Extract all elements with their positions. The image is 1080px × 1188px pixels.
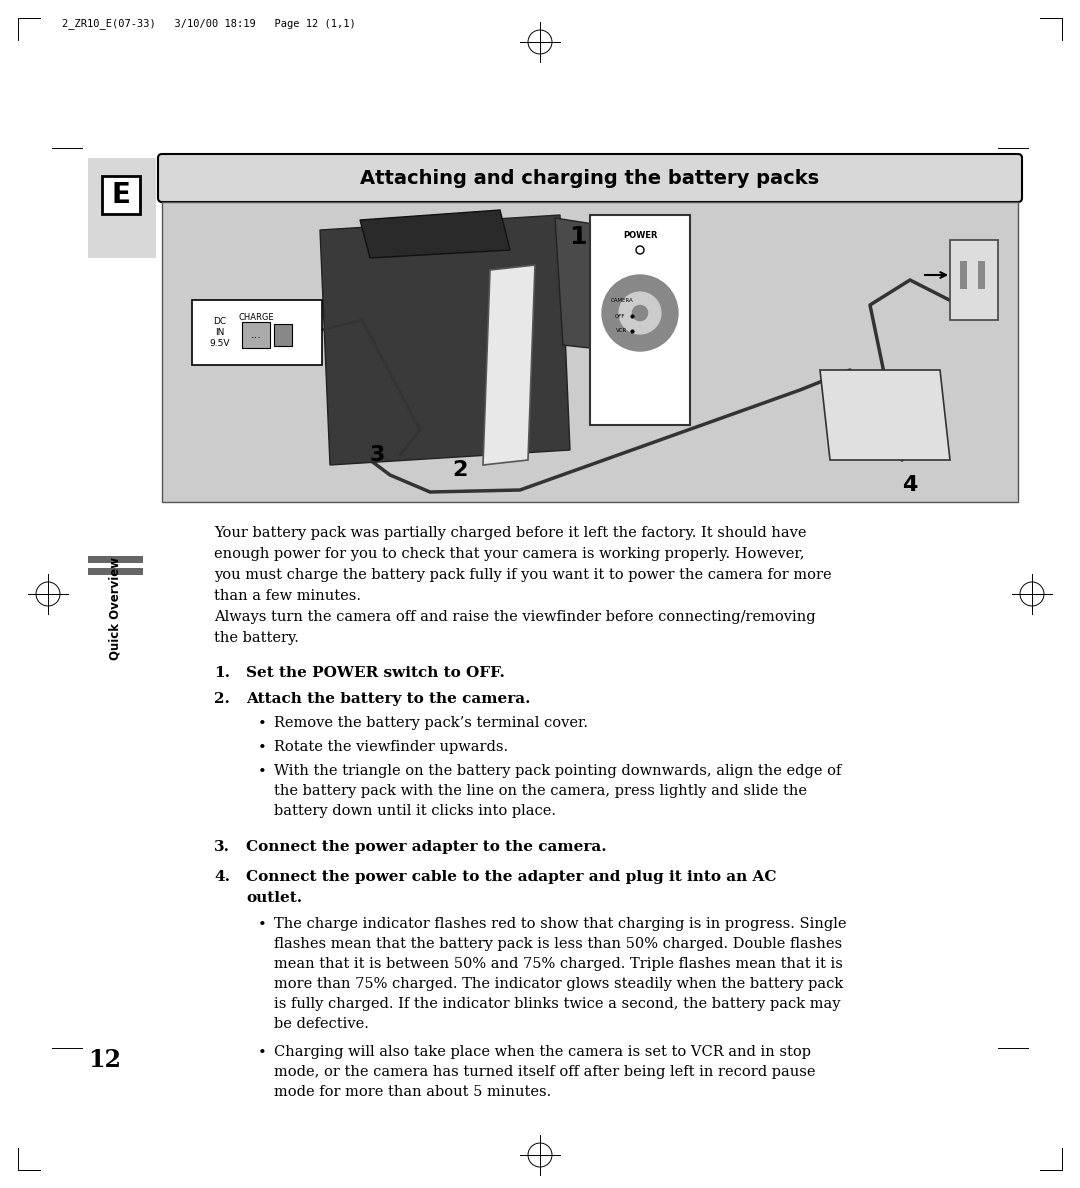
Text: CHARGE: CHARGE: [239, 314, 274, 322]
Text: Connect the power adapter to the camera.: Connect the power adapter to the camera.: [246, 840, 607, 854]
Polygon shape: [320, 215, 570, 465]
Text: the battery pack with the line on the camera, press lightly and slide the: the battery pack with the line on the ca…: [274, 784, 807, 798]
Text: •: •: [258, 1045, 267, 1060]
Text: The charge indicator flashes red to show that charging is in progress. Single: The charge indicator flashes red to show…: [274, 917, 847, 931]
Bar: [192, 301, 322, 365]
Text: OFF: OFF: [615, 314, 625, 318]
Text: Remove the battery pack’s terminal cover.: Remove the battery pack’s terminal cover…: [274, 716, 588, 729]
Polygon shape: [820, 369, 950, 460]
Polygon shape: [360, 210, 510, 258]
Text: VCR: VCR: [617, 329, 627, 334]
Bar: [960, 261, 967, 289]
Text: mode for more than about 5 minutes.: mode for more than about 5 minutes.: [274, 1085, 551, 1099]
Text: is fully charged. If the indicator blinks twice a second, the battery pack may: is fully charged. If the indicator blink…: [274, 997, 840, 1011]
Text: battery down until it clicks into place.: battery down until it clicks into place.: [274, 804, 556, 819]
Text: With the triangle on the battery pack pointing downwards, align the edge of: With the triangle on the battery pack po…: [274, 764, 841, 778]
Text: 2: 2: [453, 460, 468, 480]
Bar: [102, 176, 140, 214]
Text: 2_ZR10_E(07-33)   3/10/00 18:19   Page 12 (1,1): 2_ZR10_E(07-33) 3/10/00 18:19 Page 12 (1…: [62, 18, 355, 29]
Text: mode, or the camera has turned itself off after being left in record pause: mode, or the camera has turned itself of…: [274, 1064, 815, 1079]
Text: 1: 1: [569, 225, 586, 249]
Bar: [87, 568, 143, 575]
Text: Charging will also take place when the camera is set to VCR and in stop: Charging will also take place when the c…: [274, 1045, 811, 1059]
Text: enough power for you to check that your camera is working properly. However,: enough power for you to check that your …: [214, 546, 805, 561]
Polygon shape: [483, 265, 535, 465]
Text: E: E: [111, 181, 131, 209]
Text: than a few minutes.: than a few minutes.: [214, 589, 361, 604]
Bar: [590, 215, 690, 425]
Text: Attaching and charging the battery packs: Attaching and charging the battery packs: [361, 169, 820, 188]
Text: Set the POWER switch to OFF.: Set the POWER switch to OFF.: [246, 666, 504, 680]
Text: 4.: 4.: [214, 870, 230, 884]
Text: Your battery pack was partially charged before it left the factory. It should ha: Your battery pack was partially charged …: [214, 526, 807, 541]
Bar: [87, 158, 156, 258]
Text: Connect the power cable to the adapter and plug it into an AC: Connect the power cable to the adapter a…: [246, 870, 777, 884]
Bar: [950, 240, 998, 320]
Text: mean that it is between 50% and 75% charged. Triple flashes mean that it is: mean that it is between 50% and 75% char…: [274, 958, 842, 971]
Text: DC
IN
9.5V: DC IN 9.5V: [210, 317, 230, 348]
Text: Attach the battery to the camera.: Attach the battery to the camera.: [246, 691, 530, 706]
Bar: [87, 556, 143, 563]
Text: •: •: [258, 918, 267, 933]
Polygon shape: [555, 219, 608, 350]
Text: •: •: [258, 765, 267, 779]
Bar: [242, 322, 270, 348]
Text: 2.: 2.: [214, 691, 230, 706]
Text: Always turn the camera off and raise the viewfinder before connecting/removing: Always turn the camera off and raise the…: [214, 609, 815, 624]
Text: ...: ...: [251, 330, 261, 340]
Text: 3.: 3.: [214, 840, 230, 854]
Text: you must charge the battery pack fully if you want it to power the camera for mo: you must charge the battery pack fully i…: [214, 568, 832, 582]
Text: •: •: [258, 718, 267, 731]
Text: •: •: [258, 741, 267, 756]
Bar: [978, 261, 985, 289]
Text: 1.: 1.: [214, 666, 230, 680]
Text: the battery.: the battery.: [214, 631, 299, 645]
Text: 12: 12: [87, 1048, 121, 1072]
Text: more than 75% charged. The indicator glows steadily when the battery pack: more than 75% charged. The indicator glo…: [274, 977, 843, 991]
Circle shape: [602, 274, 678, 350]
Bar: [162, 202, 1018, 503]
Text: be defective.: be defective.: [274, 1017, 369, 1031]
Bar: [274, 324, 292, 346]
Circle shape: [619, 292, 661, 334]
Text: outlet.: outlet.: [246, 891, 302, 905]
Text: CAMERA: CAMERA: [610, 298, 633, 303]
Text: Rotate the viewfinder upwards.: Rotate the viewfinder upwards.: [274, 740, 508, 754]
Text: flashes mean that the battery pack is less than 50% charged. Double flashes: flashes mean that the battery pack is le…: [274, 937, 842, 952]
Text: 3: 3: [369, 446, 384, 465]
Circle shape: [633, 305, 648, 321]
Text: POWER: POWER: [623, 230, 658, 240]
Text: Quick Overview: Quick Overview: [108, 557, 121, 661]
FancyBboxPatch shape: [158, 154, 1022, 202]
Text: 4: 4: [902, 475, 918, 495]
